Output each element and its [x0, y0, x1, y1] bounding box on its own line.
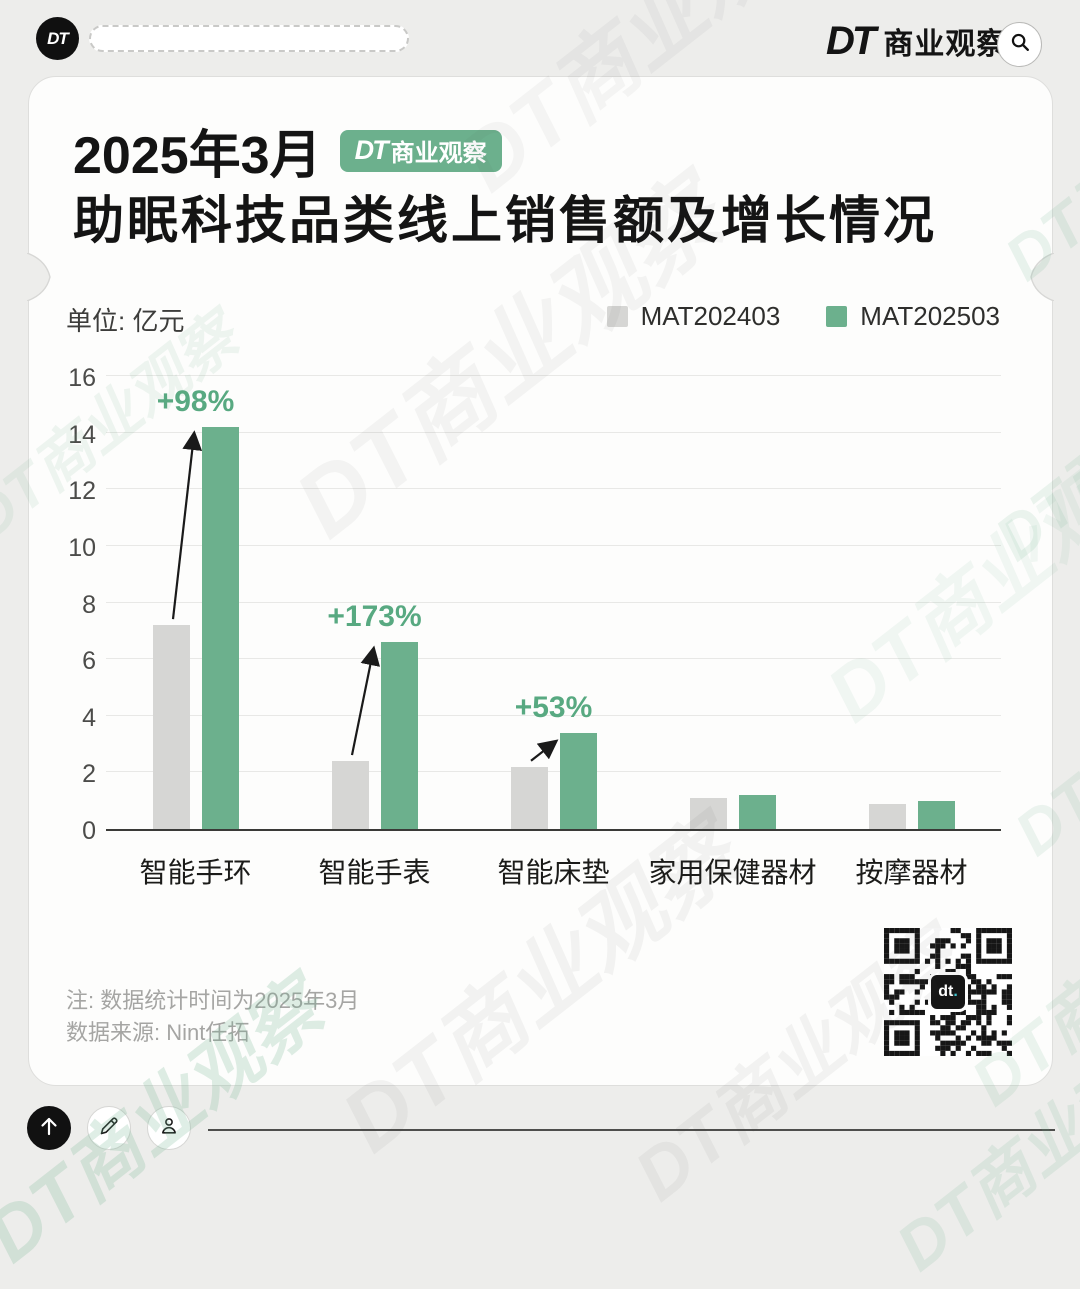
y-axis-tick-label: 2: [82, 760, 96, 789]
badge-name-text: 商业观察: [390, 140, 487, 167]
brand-lockup: DT 商业观察: [826, 18, 1007, 64]
bar-group: [822, 378, 1001, 829]
gridline: [106, 714, 1001, 716]
infographic-card: 2025年3月 DT 商业观察 助眠科技品类线上销售额及增长情况 单位: 亿元 …: [27, 76, 1054, 1086]
growth-label: +173%: [327, 600, 422, 634]
plot-area: +98% +173% +53%: [106, 375, 1001, 831]
title-date: 2025年3月: [73, 127, 322, 185]
y-axis-tick-label: 6: [82, 647, 96, 676]
legend-item: MAT202403: [606, 301, 781, 332]
legend-item: MAT202503: [826, 301, 1000, 332]
footnotes: 注: 数据统计时间为2025年3月 数据来源: Nint任拓: [66, 985, 359, 1049]
note-line: 数据来源: Nint任拓: [66, 1020, 250, 1045]
legend-label: MAT202403: [640, 301, 781, 331]
unit-label: 单位: 亿元: [66, 306, 185, 336]
gridline: [106, 601, 1001, 603]
category-label: 家用保健器材: [648, 857, 817, 888]
bar-MAT202503: [738, 795, 776, 829]
gridline: [106, 658, 1001, 660]
bar-group: +98%: [106, 378, 285, 829]
dt-brand-badge: DT 商业观察: [339, 129, 502, 172]
growth-label: +98%: [156, 384, 235, 418]
category-label: 智能手环: [139, 857, 252, 888]
bar-MAT202403: [510, 766, 548, 829]
bar-MAT202503: [559, 732, 597, 829]
brand-dt-text: DT: [826, 18, 876, 63]
badge-dt-text: DT: [354, 135, 389, 165]
chart-title: 助眠科技品类线上销售额及增长情况: [73, 192, 938, 249]
qr-logo-dot: .: [953, 983, 958, 1000]
bar-group: +173%: [285, 378, 464, 829]
pencil-icon: [97, 1114, 121, 1143]
gridline: [106, 544, 1001, 546]
legend-swatch: [606, 306, 628, 327]
header-input[interactable]: [89, 25, 409, 52]
legend-label: MAT202503: [860, 301, 1000, 331]
dt-logo-badge[interactable]: DT: [36, 17, 79, 60]
search-icon: [1009, 31, 1031, 58]
scroll-top-button[interactable]: [27, 1106, 71, 1150]
bar-group: +53%: [464, 378, 643, 829]
bar-chart: +98% +173% +53% 0 2 4 6 8 10 12 14 16 智能手环 智能手表 智能床垫 家用…: [59, 364, 1019, 913]
profile-button[interactable]: [147, 1106, 191, 1150]
y-axis-tick-label: 8: [82, 590, 96, 619]
y-axis-tick-label: 12: [68, 477, 96, 506]
ticket-notch-left: [27, 253, 51, 301]
bottom-divider: [208, 1129, 1055, 1131]
growth-label: +53%: [514, 690, 593, 724]
y-axis-tick-label: 0: [82, 817, 96, 845]
qr-code: dt.: [884, 928, 1012, 1056]
qr-logo-text: dt: [938, 983, 954, 1000]
qr-center-logo: dt.: [928, 972, 968, 1012]
ticket-notch-right: [1030, 253, 1054, 301]
qr-modules: [884, 928, 1012, 1056]
bar-MAT202503: [917, 800, 955, 829]
legend: MAT202403 MAT202503: [606, 301, 1000, 332]
gridline: [106, 771, 1001, 773]
gridline: [106, 488, 1001, 490]
x-axis-labels: 智能手环 智能手表 智能床垫 家用保健器材 按摩器材: [106, 851, 1001, 891]
bar-MAT202403: [689, 797, 727, 829]
bar-MAT202403: [331, 761, 369, 829]
category-label: 智能床垫: [497, 857, 610, 888]
category-label: 智能手表: [318, 857, 431, 888]
gridline: [106, 375, 1001, 376]
legend-swatch: [826, 306, 848, 327]
person-icon: [157, 1114, 181, 1143]
y-axis-tick-label: 4: [82, 703, 96, 732]
brand-name-text: 商业观察: [883, 28, 1008, 61]
gridline: [106, 431, 1001, 433]
search-button[interactable]: [997, 22, 1042, 67]
y-axis-tick-label: 10: [68, 533, 96, 562]
category-label: 按摩器材: [855, 857, 968, 888]
edit-button[interactable]: [87, 1106, 131, 1150]
bar-MAT202503: [380, 642, 418, 829]
arrow-up-icon: [37, 1114, 61, 1143]
dt-logo-text: DT: [47, 28, 69, 48]
note-line: 注: 数据统计时间为2025年3月: [66, 988, 360, 1013]
bar-MAT202503: [201, 426, 239, 829]
y-axis-tick-label: 16: [68, 364, 96, 392]
bar-group: [643, 378, 822, 829]
bar-MAT202403: [152, 625, 190, 829]
title-row: 2025年3月 DT 商业观察: [73, 113, 502, 188]
bar-MAT202403: [868, 803, 906, 829]
y-axis-tick-label: 14: [68, 420, 96, 449]
